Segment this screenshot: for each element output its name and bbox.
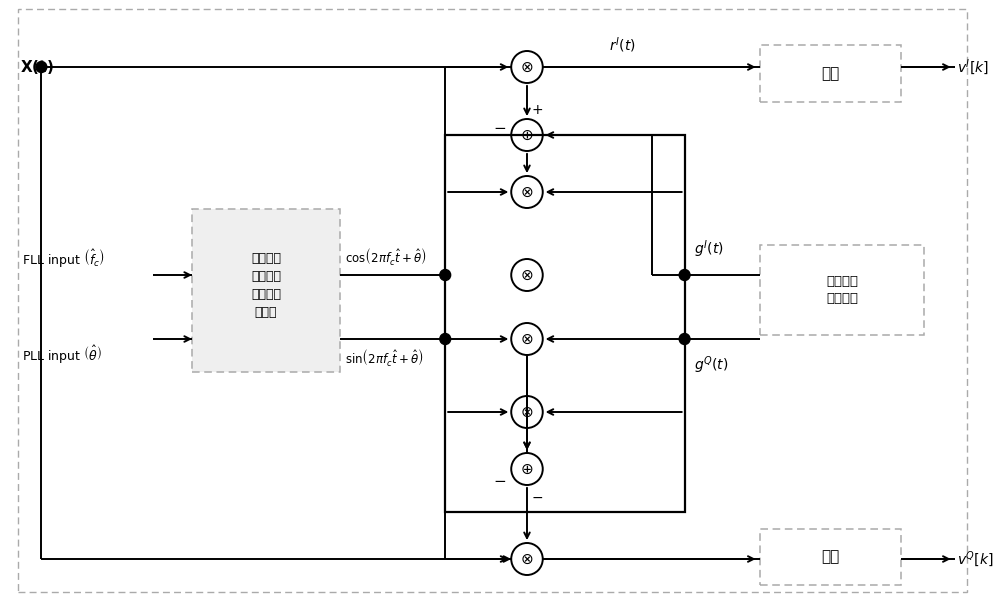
Text: $v^I[k]$: $v^I[k]$ — [957, 57, 989, 77]
Text: $r^I(t)$: $r^I(t)$ — [609, 35, 635, 55]
Text: 生成本地
复制信号: 生成本地 复制信号 — [826, 275, 858, 305]
Text: $\cos\!\left(2\pi f_c\hat{t}+\hat{\theta}\right)$: $\cos\!\left(2\pi f_c\hat{t}+\hat{\theta… — [345, 246, 426, 267]
Text: $\mathbf{X(t)}$: $\mathbf{X(t)}$ — [20, 58, 53, 76]
Text: $+$: $+$ — [531, 103, 543, 117]
Text: FLL input $\left(\hat{f}_c\right)$: FLL input $\left(\hat{f}_c\right)$ — [22, 248, 105, 270]
Text: $\otimes$: $\otimes$ — [520, 60, 534, 75]
Bar — [760, 45, 901, 102]
Text: 积分: 积分 — [822, 66, 840, 81]
Circle shape — [679, 269, 690, 281]
Text: $\otimes$: $\otimes$ — [520, 405, 534, 420]
Bar — [760, 529, 901, 585]
Text: $g^Q(t)$: $g^Q(t)$ — [694, 354, 729, 376]
Circle shape — [440, 269, 451, 281]
Text: $g^I(t)$: $g^I(t)$ — [694, 238, 724, 260]
Circle shape — [679, 334, 690, 344]
Bar — [192, 209, 340, 372]
Text: 积分: 积分 — [822, 549, 840, 565]
Circle shape — [36, 61, 47, 72]
Text: $\oplus$: $\oplus$ — [520, 461, 534, 476]
Bar — [760, 245, 924, 335]
Text: $-$: $-$ — [531, 490, 543, 504]
Text: $-$: $-$ — [493, 119, 506, 134]
Text: $\sin\!\left(2\pi f_c\hat{t}+\hat{\theta}\right)$: $\sin\!\left(2\pi f_c\hat{t}+\hat{\theta… — [345, 347, 423, 368]
Text: $-$: $-$ — [493, 472, 506, 487]
Text: PLL input $\left(\hat{\theta}\right)$: PLL input $\left(\hat{\theta}\right)$ — [22, 344, 102, 366]
Circle shape — [440, 334, 451, 344]
Text: $\otimes$: $\otimes$ — [520, 552, 534, 567]
Text: $\oplus$: $\oplus$ — [520, 128, 534, 143]
Text: $\otimes$: $\otimes$ — [520, 267, 534, 282]
Text: $\otimes$: $\otimes$ — [520, 331, 534, 346]
Text: 生成信号
载波频率
和信号载
波相位: 生成信号 载波频率 和信号载 波相位 — [251, 252, 281, 319]
Text: $\otimes$: $\otimes$ — [520, 184, 534, 199]
Text: $v^Q[k]$: $v^Q[k]$ — [957, 549, 994, 569]
Bar — [445, 135, 685, 512]
